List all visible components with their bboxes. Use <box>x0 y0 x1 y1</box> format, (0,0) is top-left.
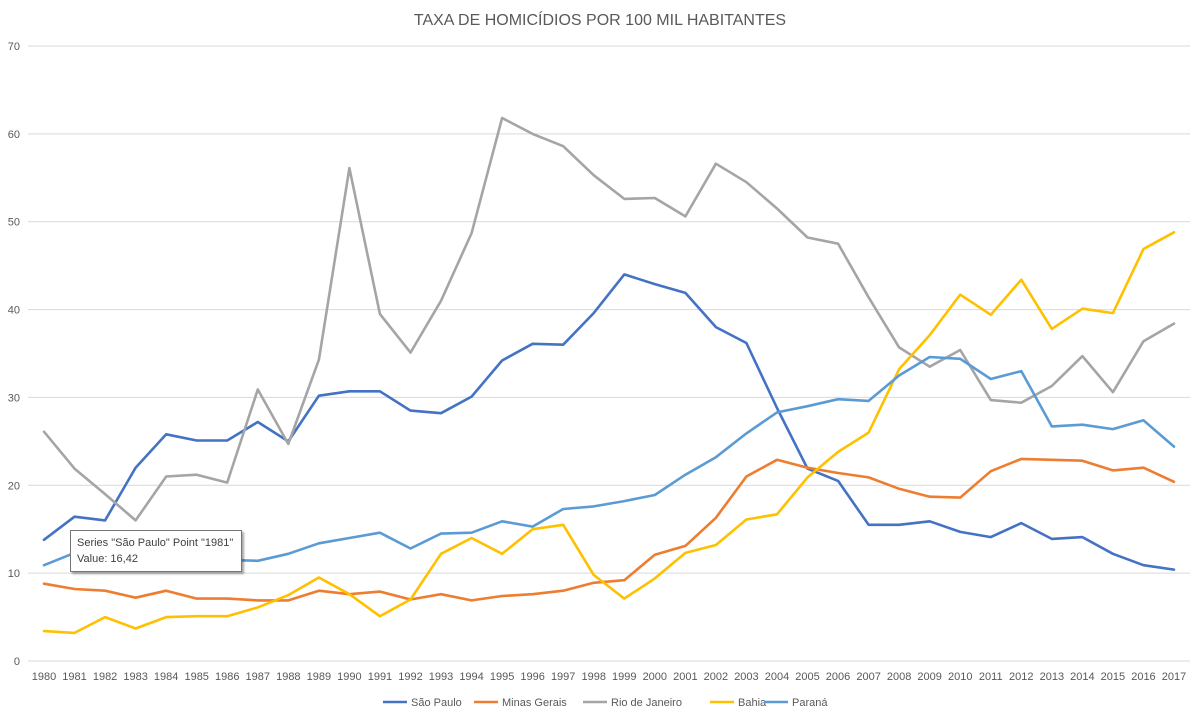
x-tick-label: 2003 <box>734 671 758 683</box>
x-tick-label: 1989 <box>307 671 331 683</box>
legend-label: Rio de Janeiro <box>611 697 682 709</box>
x-tick-label: 2014 <box>1070 671 1094 683</box>
x-tick-label: 1991 <box>368 671 392 683</box>
y-tick-label: 50 <box>8 217 20 229</box>
x-tick-label: 2004 <box>765 671 789 683</box>
legend-label: São Paulo <box>411 697 462 709</box>
gridlines <box>28 45 1190 662</box>
x-tick-label: 1987 <box>246 671 270 683</box>
y-tick-label: 40 <box>8 305 20 317</box>
x-tick-label: 2000 <box>643 671 667 683</box>
x-tick-label: 1995 <box>490 671 514 683</box>
x-tick-label: 2010 <box>948 671 972 683</box>
x-tick-label: 1996 <box>520 671 544 683</box>
chart-title: TAXA DE HOMICÍDIOS POR 100 MIL HABITANTE… <box>414 10 786 29</box>
x-tick-label: 2015 <box>1101 671 1125 683</box>
x-tick-label: 1992 <box>398 671 422 683</box>
x-tick-label: 2001 <box>673 671 697 683</box>
x-tick-label: 1984 <box>154 671 178 683</box>
series-line-3[interactable] <box>42 231 1176 635</box>
x-tick-label: 2013 <box>1040 671 1064 683</box>
x-tick-label: 2006 <box>826 671 850 683</box>
x-tick-label: 1982 <box>93 671 117 683</box>
legend-label: Bahia <box>738 697 767 709</box>
x-tick-label: 2017 <box>1162 671 1186 683</box>
x-tick-label: 1994 <box>459 671 483 683</box>
x-tick-label: 2007 <box>856 671 880 683</box>
y-tick-label: 60 <box>8 129 20 141</box>
legend: São Paulo Minas Gerais Rio de Janeiro Bahia… <box>383 697 828 709</box>
y-tick-label: 10 <box>8 568 20 580</box>
x-tick-label: 1997 <box>551 671 575 683</box>
y-tick-label: 0 <box>14 656 20 668</box>
y-tick-label: 20 <box>8 480 20 492</box>
x-tick-label: 1993 <box>429 671 453 683</box>
x-tick-label: 1998 <box>581 671 605 683</box>
x-tick-label: 2005 <box>795 671 819 683</box>
x-tick-label: 1980 <box>32 671 56 683</box>
x-tick-label: 1986 <box>215 671 239 683</box>
series-line-2[interactable] <box>42 116 1176 522</box>
y-axis-ticks: 0 10 20 30 40 50 60 70 <box>8 41 20 668</box>
x-tick-label: 2009 <box>917 671 941 683</box>
y-tick-label: 70 <box>8 41 20 53</box>
x-tick-label: 1981 <box>62 671 86 683</box>
x-tick-label: 2011 <box>979 671 1003 683</box>
legend-label: Paraná <box>792 697 828 709</box>
x-tick-label: 1990 <box>337 671 361 683</box>
tooltip-value: Value: 16,42 <box>77 553 138 565</box>
series-line-1[interactable] <box>42 457 1176 602</box>
x-tick-label: 2002 <box>704 671 728 683</box>
x-tick-label: 2016 <box>1131 671 1155 683</box>
x-tick-label: 1983 <box>123 671 147 683</box>
series-line-0[interactable] <box>42 273 1176 571</box>
x-tick-label: 2012 <box>1009 671 1033 683</box>
x-tick-label: 1988 <box>276 671 300 683</box>
x-tick-label: 1985 <box>184 671 208 683</box>
data-tooltip: Series "São Paulo" Point "1981" Value: 1… <box>70 530 242 572</box>
x-tick-label: 1999 <box>612 671 636 683</box>
y-tick-label: 30 <box>8 392 20 404</box>
tooltip-series-point: Series "São Paulo" Point "1981" <box>77 537 234 549</box>
x-tick-label: 2008 <box>887 671 911 683</box>
legend-label: Minas Gerais <box>502 697 567 709</box>
x-axis-ticks: 1980 1981 1982 1983 1984 1985 1986 1987 1988 1989… <box>32 671 1186 683</box>
